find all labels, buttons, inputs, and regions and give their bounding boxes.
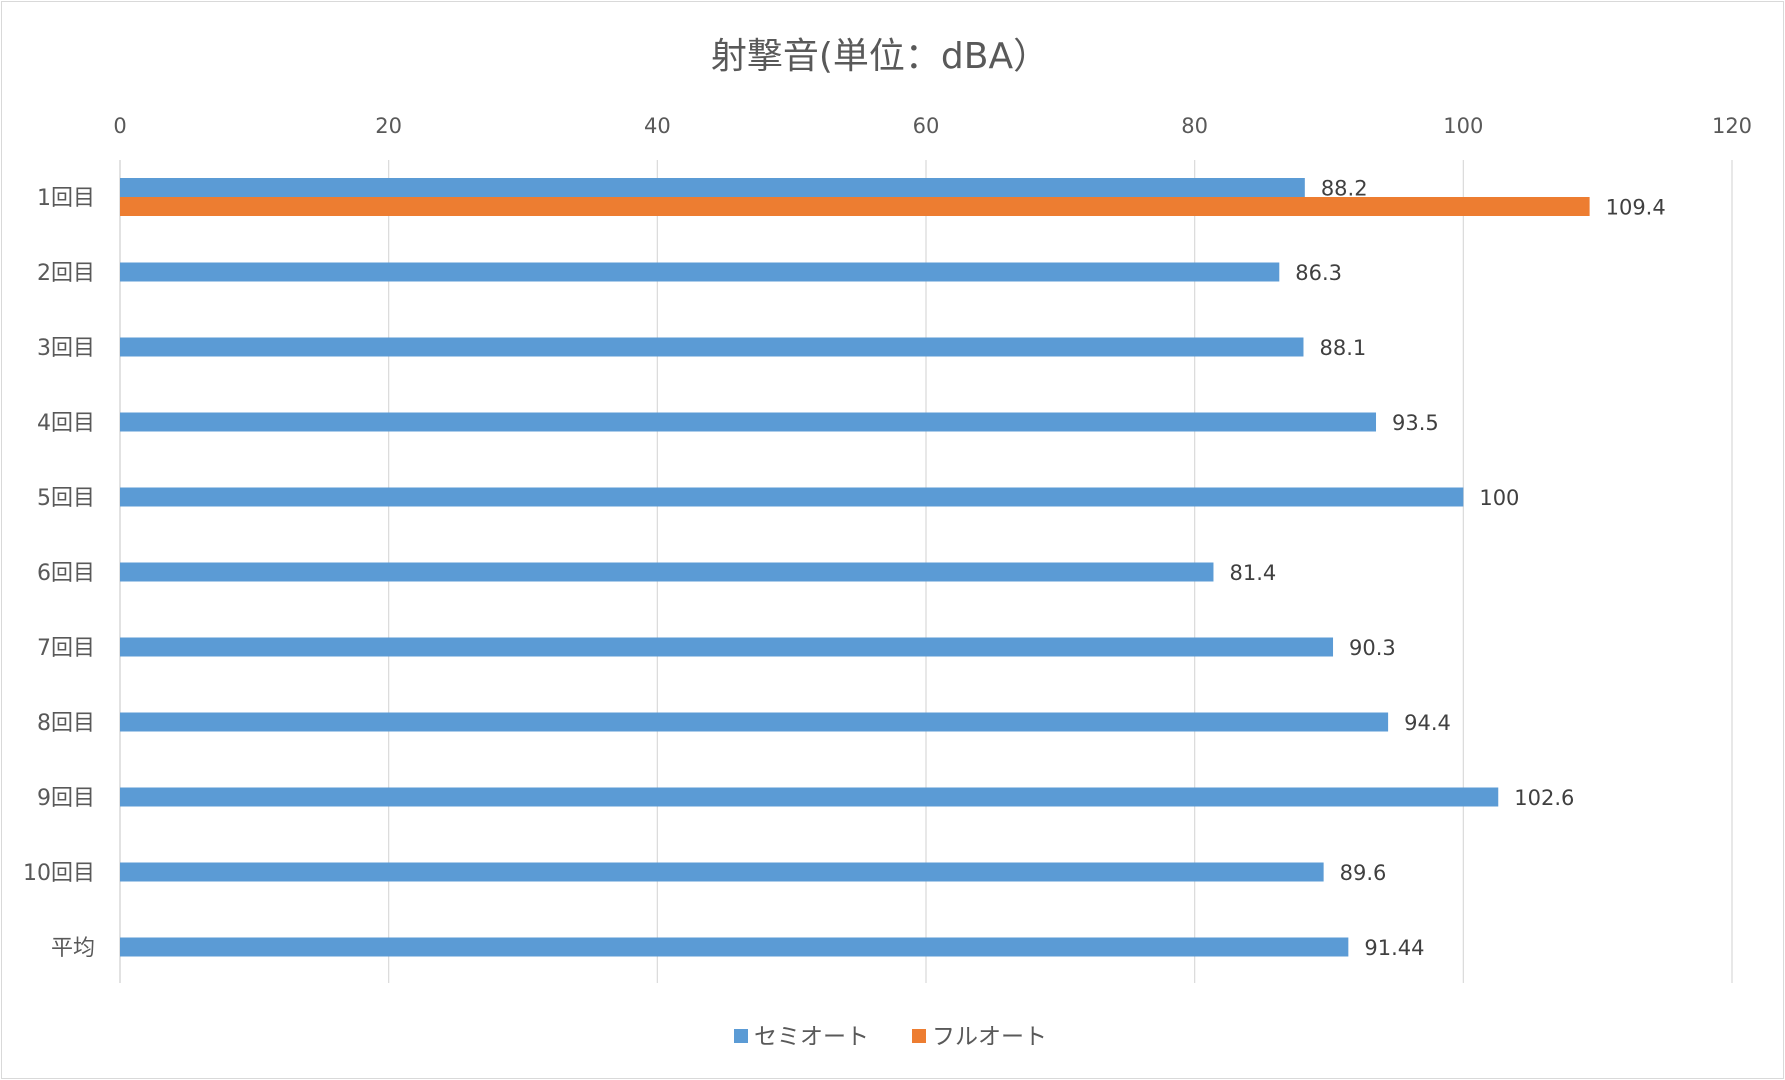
category-label: 平均 bbox=[51, 936, 95, 961]
x-tick-label: 60 bbox=[913, 114, 940, 138]
x-tick-label: 20 bbox=[375, 114, 402, 138]
data-label: 86.3 bbox=[1295, 261, 1342, 285]
bar-semi-auto bbox=[120, 337, 1304, 357]
bar-full-auto bbox=[120, 197, 1590, 216]
category-label: 4回目 bbox=[37, 411, 95, 436]
category-label: 5回目 bbox=[37, 486, 95, 511]
legend-label-semi-auto: セミオート bbox=[754, 1024, 869, 1050]
data-label: 88.1 bbox=[1319, 336, 1366, 360]
bar-semi-auto bbox=[120, 862, 1324, 882]
bar-semi-auto bbox=[120, 412, 1377, 432]
data-label: 109.4 bbox=[1606, 196, 1666, 220]
data-label: 90.3 bbox=[1349, 636, 1396, 660]
data-labels: 88.2 109.4 86.3 88.1 93.5 100 81.4 90.3 94.4 102.… bbox=[1229, 177, 1665, 961]
x-tick-label: 100 bbox=[1443, 114, 1483, 138]
bar-semi-auto bbox=[120, 562, 1214, 582]
category-label: 8回目 bbox=[37, 711, 95, 736]
gridlines bbox=[388, 160, 1733, 983]
data-label: 91.44 bbox=[1364, 936, 1424, 960]
x-tick-label: 80 bbox=[1181, 114, 1208, 138]
data-label: 89.6 bbox=[1340, 861, 1387, 885]
data-label: 102.6 bbox=[1514, 786, 1574, 810]
legend-label-full-auto: フルオート bbox=[932, 1024, 1047, 1050]
category-label: 7回目 bbox=[37, 636, 95, 661]
category-label: 10回目 bbox=[23, 861, 95, 886]
category-label: 6回目 bbox=[37, 561, 95, 586]
category-label: 1回目 bbox=[37, 186, 95, 211]
legend: セミオート フルオート bbox=[734, 1024, 1047, 1050]
chart-title: 射撃音(単位：dBA） bbox=[711, 36, 1049, 77]
category-label: 9回目 bbox=[37, 786, 95, 811]
bar-semi-auto bbox=[120, 487, 1464, 507]
bar-semi-auto bbox=[120, 637, 1334, 657]
data-label: 81.4 bbox=[1229, 561, 1276, 585]
data-label: 88.2 bbox=[1321, 177, 1368, 201]
legend-swatch-semi-auto bbox=[734, 1029, 748, 1043]
x-tick-label: 120 bbox=[1712, 114, 1752, 138]
category-label: 3回目 bbox=[37, 336, 95, 361]
bar-semi-auto bbox=[120, 787, 1499, 807]
x-tick-label: 40 bbox=[644, 114, 671, 138]
legend-swatch-full-auto bbox=[912, 1029, 926, 1043]
data-label: 100 bbox=[1479, 486, 1519, 510]
bars bbox=[120, 178, 1590, 957]
data-label: 94.4 bbox=[1404, 711, 1451, 735]
bar-semi-auto bbox=[120, 178, 1305, 197]
x-axis-ticks: 0 20 40 60 80 100 120 bbox=[113, 114, 1752, 138]
bar-semi-auto bbox=[120, 712, 1389, 732]
data-label: 93.5 bbox=[1392, 411, 1439, 435]
bar-semi-auto bbox=[120, 937, 1349, 957]
x-tick-label: 0 bbox=[113, 114, 126, 138]
bar-semi-auto bbox=[120, 262, 1280, 282]
category-label: 2回目 bbox=[37, 261, 95, 286]
